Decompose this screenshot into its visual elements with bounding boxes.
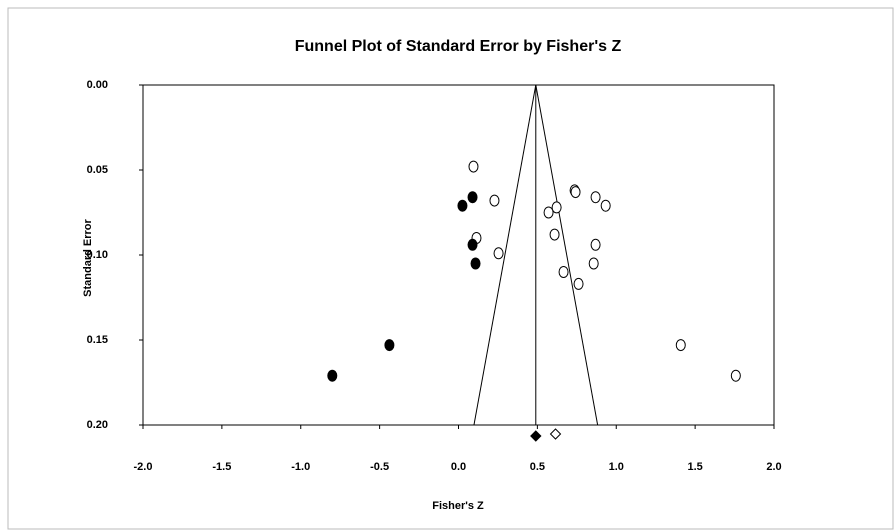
x-tick-label: -1.5 [212, 461, 231, 473]
point [468, 160, 479, 173]
frame [7, 7, 894, 530]
point [590, 191, 601, 204]
y-tick-label: 0.20 [87, 419, 108, 431]
x-tick-label: -2.0 [134, 461, 153, 473]
point [470, 257, 481, 270]
point [467, 238, 478, 251]
y-tick-label: 0.05 [87, 164, 108, 176]
summary-diamond [530, 430, 542, 442]
point [543, 206, 554, 219]
point [558, 266, 569, 278]
point [573, 277, 584, 290]
point [730, 369, 741, 382]
x-tick-label: 2.0 [766, 461, 781, 473]
point [549, 228, 560, 241]
funnel-edge [473, 84, 537, 426]
x-axis-label: Fisher's Z [432, 500, 484, 512]
point [467, 191, 478, 204]
point [327, 369, 338, 382]
x-tick-label: -0.5 [370, 461, 389, 473]
point [489, 194, 500, 207]
x-tick-label: 0.0 [451, 461, 466, 473]
x-tick-label: 1.5 [687, 461, 702, 473]
y-tick-label: 0.15 [87, 334, 108, 346]
point [675, 339, 686, 352]
point [600, 199, 611, 212]
summary-diamond [549, 428, 562, 440]
chart-title: Funnel Plot of Standard Error by Fisher'… [295, 38, 622, 55]
point [457, 199, 468, 212]
y-tick-label: 0.10 [87, 249, 108, 261]
point [384, 339, 395, 352]
x-tick-label: -1.0 [291, 461, 310, 473]
point [551, 201, 562, 214]
x-tick-label: 1.0 [609, 461, 624, 473]
funnel-edge [535, 84, 599, 426]
plot-area [142, 84, 775, 426]
x-tick-label: 0.5 [530, 461, 545, 473]
y-axis-label: Standard Error [82, 218, 94, 296]
y-tick-label: 0.00 [87, 79, 108, 91]
point [570, 186, 581, 199]
point [588, 257, 599, 270]
point [493, 247, 504, 260]
point [590, 238, 601, 251]
